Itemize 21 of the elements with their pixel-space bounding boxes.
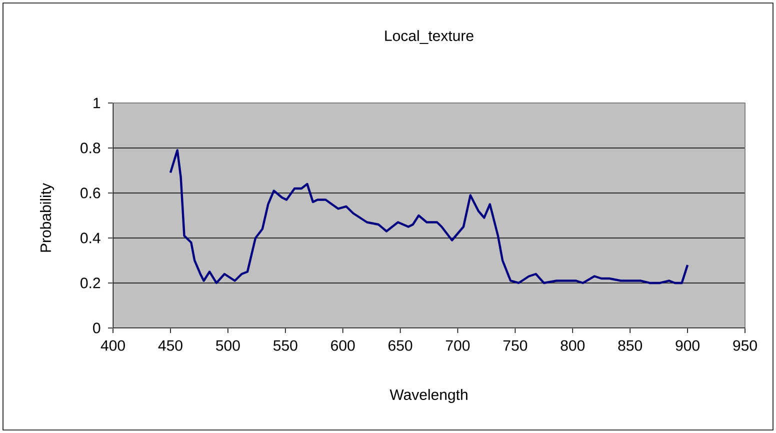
x-tick-label: 450 <box>158 340 182 351</box>
x-axis-title: Wavelength <box>390 388 468 403</box>
y-tick-label: 1 <box>94 98 100 108</box>
x-tick-label: 950 <box>733 340 757 351</box>
y-tick-label: 0.6 <box>80 188 100 198</box>
x-tick-label: 850 <box>618 340 642 351</box>
x-tick-label: 800 <box>560 340 585 351</box>
x-tick-label: 400 <box>100 340 125 351</box>
x-tick-label: 500 <box>216 340 240 351</box>
y-tick-label: 0.2 <box>80 278 100 288</box>
x-tick-label: 650 <box>388 340 412 351</box>
x-tick-label: 700 <box>446 340 470 351</box>
y-axis-title: Probability <box>40 183 54 252</box>
x-tick-label: 550 <box>273 340 298 351</box>
y-tick-label: 0.4 <box>80 232 100 244</box>
x-tick-label: 600 <box>331 340 355 351</box>
y-tick-label: 0 <box>93 322 100 334</box>
y-tick-label: 0.8 <box>80 142 100 154</box>
x-tick-label: 900 <box>676 340 700 351</box>
x-tick-label: 750 <box>503 340 528 351</box>
chart-title: Local_texture <box>385 30 474 44</box>
